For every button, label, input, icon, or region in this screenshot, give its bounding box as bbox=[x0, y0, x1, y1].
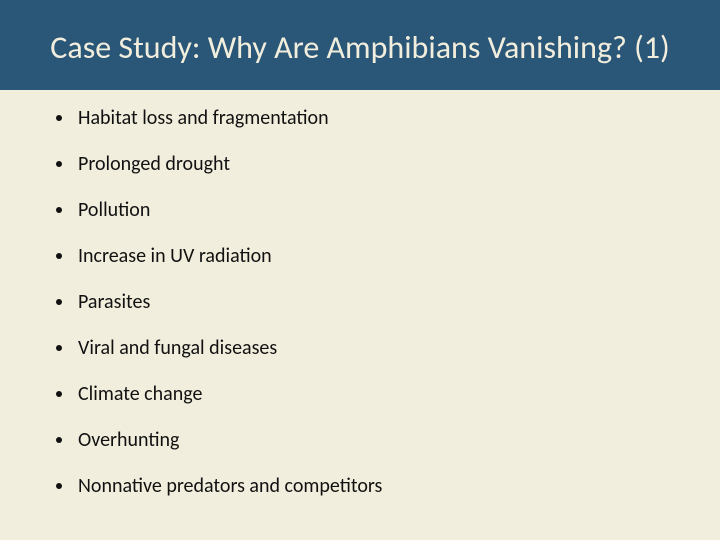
bullet-icon bbox=[56, 345, 62, 351]
list-item: Habitat loss and fragmentation bbox=[56, 106, 680, 130]
bullet-list: Habitat loss and fragmentation Prolonged… bbox=[56, 106, 680, 498]
bullet-text: Increase in UV radiation bbox=[78, 244, 272, 268]
list-item: Viral and fungal diseases bbox=[56, 336, 680, 360]
list-item: Climate change bbox=[56, 382, 680, 406]
list-item: Pollution bbox=[56, 198, 680, 222]
bullet-text: Nonnative predators and competitors bbox=[78, 474, 382, 498]
bullet-text: Prolonged drought bbox=[78, 152, 230, 176]
slide-body: Habitat loss and fragmentation Prolonged… bbox=[0, 90, 720, 540]
bullet-icon bbox=[56, 437, 62, 443]
bullet-text: Parasites bbox=[78, 290, 150, 314]
bullet-text: Viral and fungal diseases bbox=[78, 336, 277, 360]
bullet-icon bbox=[56, 253, 62, 259]
bullet-icon bbox=[56, 299, 62, 305]
bullet-text: Climate change bbox=[78, 382, 202, 406]
bullet-icon bbox=[56, 115, 62, 121]
bullet-text: Pollution bbox=[78, 198, 150, 222]
list-item: Increase in UV radiation bbox=[56, 244, 680, 268]
bullet-icon bbox=[56, 161, 62, 167]
bullet-icon bbox=[56, 207, 62, 213]
list-item: Nonnative predators and competitors bbox=[56, 474, 680, 498]
bullet-text: Overhunting bbox=[78, 428, 179, 452]
list-item: Parasites bbox=[56, 290, 680, 314]
bullet-text: Habitat loss and fragmentation bbox=[78, 106, 329, 130]
list-item: Overhunting bbox=[56, 428, 680, 452]
slide-title: Case Study: Why Are Amphibians Vanishing… bbox=[50, 29, 669, 67]
bullet-icon bbox=[56, 483, 62, 489]
title-band: Case Study: Why Are Amphibians Vanishing… bbox=[0, 0, 720, 90]
list-item: Prolonged drought bbox=[56, 152, 680, 176]
bullet-icon bbox=[56, 391, 62, 397]
slide: Case Study: Why Are Amphibians Vanishing… bbox=[0, 0, 720, 540]
